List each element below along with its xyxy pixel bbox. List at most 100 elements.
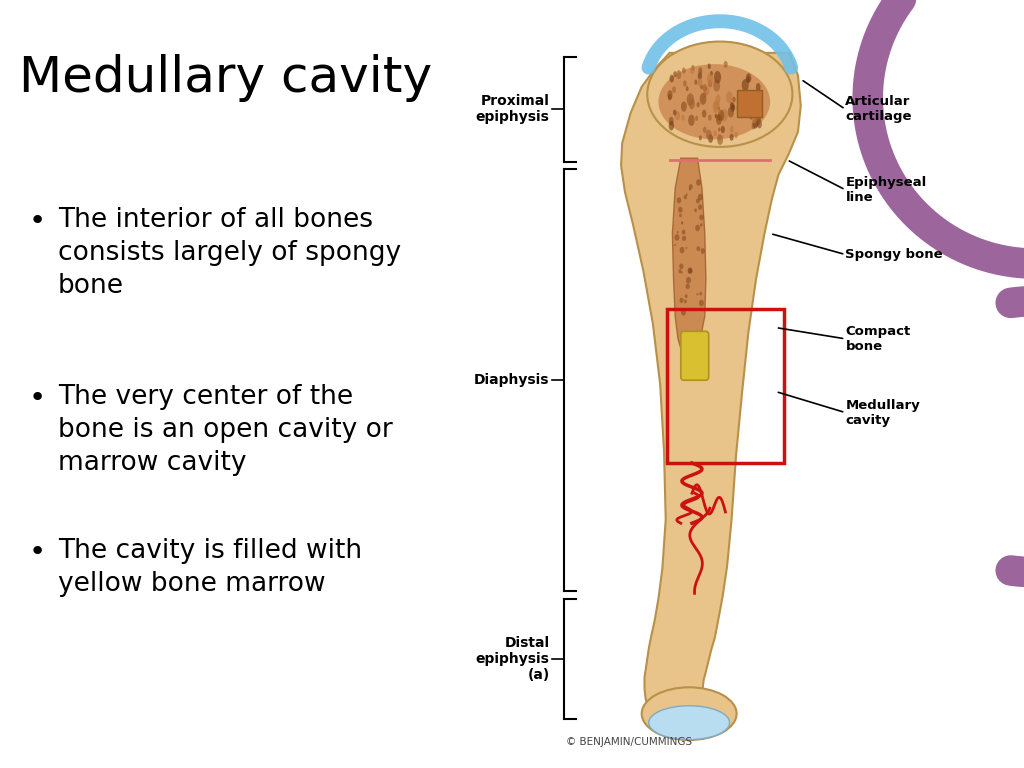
Ellipse shape [756, 102, 760, 110]
Ellipse shape [642, 687, 736, 740]
Text: •: • [29, 207, 46, 235]
Ellipse shape [758, 90, 761, 97]
Ellipse shape [718, 107, 720, 111]
Text: Medullary cavity: Medullary cavity [19, 54, 432, 102]
Ellipse shape [648, 706, 730, 740]
Ellipse shape [708, 80, 713, 88]
Ellipse shape [752, 114, 757, 124]
Ellipse shape [680, 247, 684, 253]
Ellipse shape [736, 104, 741, 113]
Ellipse shape [749, 106, 753, 114]
Ellipse shape [734, 132, 738, 138]
Ellipse shape [687, 267, 692, 274]
Text: Proximal
epiphysis: Proximal epiphysis [476, 94, 550, 124]
Polygon shape [673, 158, 706, 354]
Ellipse shape [746, 76, 751, 83]
Ellipse shape [757, 120, 762, 128]
Ellipse shape [689, 98, 695, 109]
Text: The interior of all bones
consists largely of spongy
bone: The interior of all bones consists large… [57, 207, 400, 300]
Ellipse shape [717, 114, 721, 121]
Ellipse shape [730, 102, 734, 110]
Ellipse shape [696, 102, 699, 108]
Ellipse shape [680, 298, 683, 303]
Ellipse shape [689, 188, 691, 190]
Ellipse shape [699, 94, 707, 105]
Ellipse shape [714, 100, 720, 111]
Ellipse shape [728, 107, 734, 118]
Ellipse shape [686, 86, 688, 91]
Ellipse shape [753, 118, 758, 128]
Ellipse shape [687, 93, 694, 106]
Ellipse shape [724, 61, 728, 68]
Ellipse shape [701, 110, 707, 118]
Ellipse shape [698, 204, 702, 210]
Ellipse shape [730, 101, 733, 108]
Ellipse shape [669, 121, 674, 131]
Ellipse shape [699, 300, 703, 306]
Ellipse shape [688, 114, 694, 126]
Polygon shape [622, 53, 801, 728]
Ellipse shape [700, 84, 702, 89]
Ellipse shape [750, 112, 754, 120]
Ellipse shape [688, 268, 692, 274]
Ellipse shape [681, 114, 685, 121]
Ellipse shape [678, 207, 683, 213]
Text: Epiphyseal
line: Epiphyseal line [846, 176, 927, 204]
Ellipse shape [699, 93, 707, 104]
Ellipse shape [707, 74, 714, 85]
Ellipse shape [718, 127, 721, 131]
Ellipse shape [717, 134, 723, 145]
Ellipse shape [718, 134, 721, 141]
Ellipse shape [675, 234, 679, 240]
Ellipse shape [741, 111, 745, 118]
Ellipse shape [708, 134, 713, 143]
Ellipse shape [691, 65, 694, 71]
Ellipse shape [672, 86, 676, 93]
Ellipse shape [696, 293, 698, 296]
Ellipse shape [721, 126, 725, 133]
Ellipse shape [721, 109, 728, 121]
Ellipse shape [760, 109, 763, 114]
Ellipse shape [705, 86, 710, 95]
Ellipse shape [698, 67, 702, 74]
Ellipse shape [695, 116, 698, 121]
Ellipse shape [698, 135, 701, 141]
Ellipse shape [696, 198, 699, 204]
Ellipse shape [682, 230, 685, 234]
Ellipse shape [668, 94, 672, 101]
Ellipse shape [716, 94, 721, 103]
Text: © BENJAMIN/CUMMINGS: © BENJAMIN/CUMMINGS [566, 737, 692, 746]
Ellipse shape [741, 105, 748, 114]
Ellipse shape [700, 248, 705, 254]
Ellipse shape [708, 64, 711, 69]
Ellipse shape [697, 78, 702, 87]
Ellipse shape [689, 184, 692, 190]
Ellipse shape [729, 134, 733, 141]
Text: •: • [29, 538, 46, 565]
Ellipse shape [696, 179, 700, 186]
Ellipse shape [730, 104, 734, 112]
FancyBboxPatch shape [681, 331, 709, 380]
Ellipse shape [702, 84, 707, 92]
Ellipse shape [744, 103, 752, 115]
Bar [736, 91, 762, 117]
Ellipse shape [713, 101, 719, 113]
Ellipse shape [714, 71, 721, 84]
Ellipse shape [686, 277, 691, 283]
Ellipse shape [706, 130, 712, 140]
Ellipse shape [686, 194, 688, 196]
Ellipse shape [756, 83, 761, 91]
Ellipse shape [695, 225, 700, 231]
Ellipse shape [732, 104, 735, 110]
Ellipse shape [713, 79, 720, 91]
Ellipse shape [685, 247, 687, 249]
Ellipse shape [738, 98, 741, 104]
Ellipse shape [679, 270, 681, 273]
Ellipse shape [677, 231, 679, 233]
Ellipse shape [745, 73, 752, 83]
Ellipse shape [684, 195, 687, 199]
Text: Diaphysis: Diaphysis [474, 373, 550, 387]
Ellipse shape [703, 92, 707, 98]
Ellipse shape [752, 123, 756, 130]
Ellipse shape [741, 79, 749, 91]
